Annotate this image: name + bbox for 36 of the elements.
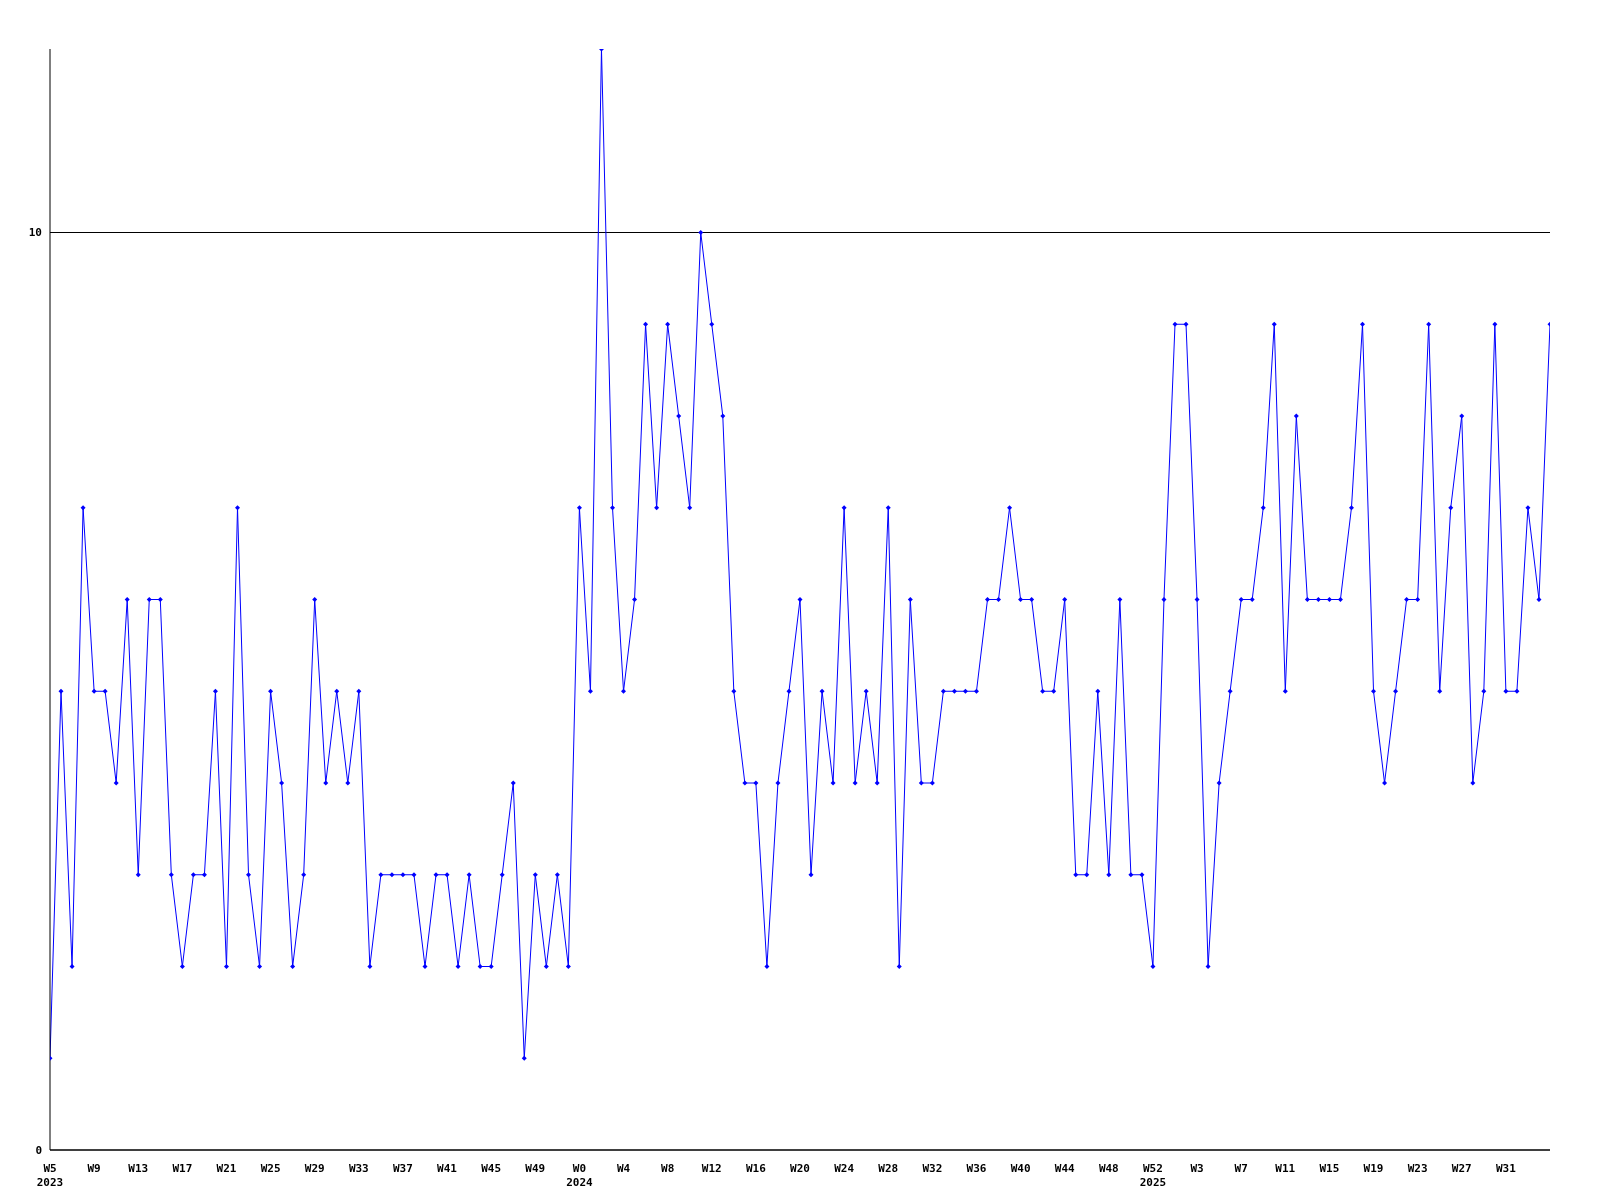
x-tick-label: W24 [834, 1162, 855, 1175]
x-tick-label: W16 [745, 1162, 767, 1175]
x-tick-label: W45 [481, 1162, 502, 1175]
x-tick-label: W19 [1363, 1162, 1384, 1175]
x-tick-label: W20 [790, 1162, 810, 1175]
x-tick-label: W41 [437, 1162, 458, 1175]
x-tick-label: W40 [1010, 1162, 1031, 1175]
x-tick-label: W27 [1451, 1162, 1472, 1175]
x-tick-label: W49 [525, 1162, 546, 1175]
x-tick-label: W9 [87, 1162, 101, 1175]
x-tick-label: W32 [922, 1162, 943, 1175]
x-tick-label: W48 [1098, 1162, 1119, 1175]
x-tick-label: W15 [1319, 1162, 1340, 1175]
x-tick-label: W44 [1054, 1162, 1076, 1175]
x-tick-label: W17 [172, 1162, 193, 1175]
y-tick-label: 0 [35, 1143, 42, 1157]
y-tick-label: 10 [28, 226, 42, 240]
x-tick-label: W0 2024 [566, 1162, 594, 1189]
x-tick-label: W5 2023 [36, 1162, 64, 1189]
x-tick-label: W23 [1407, 1162, 1428, 1175]
x-tick-label: W25 [260, 1162, 281, 1175]
x-tick-label: W11 [1275, 1162, 1296, 1175]
x-tick-label: W4 [616, 1162, 631, 1175]
x-tick-label: W52 2025 [1139, 1162, 1167, 1189]
x-tick-label: W36 [966, 1162, 987, 1175]
x-tick-label: W7 [1234, 1162, 1248, 1175]
x-tick-label: W21 [216, 1162, 237, 1175]
x-tick-label: W8 [661, 1162, 675, 1175]
x-tick-label: W29 [304, 1162, 325, 1175]
x-tick-label: W31 [1495, 1162, 1517, 1175]
x-tick-label: W28 [878, 1162, 899, 1175]
x-tick-label: W37 [393, 1162, 413, 1175]
x-tick-label: W33 [348, 1162, 369, 1175]
x-tick-label: W13 [128, 1162, 149, 1175]
x-tick-label: W12 [701, 1162, 722, 1175]
x-tick-label: W3 [1190, 1162, 1204, 1175]
